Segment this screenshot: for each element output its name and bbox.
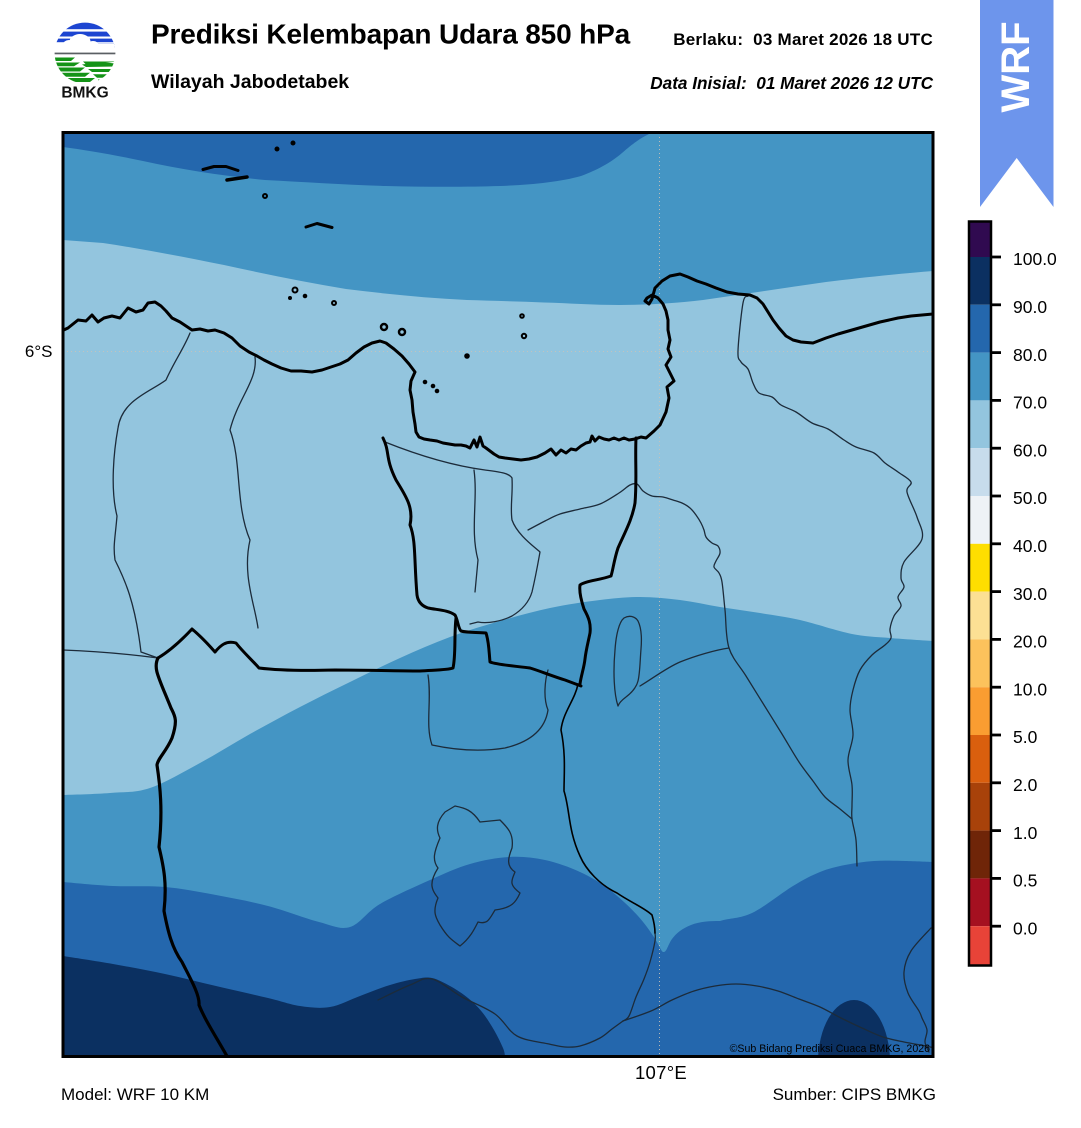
svg-text:1.0: 1.0 [1013, 823, 1038, 843]
svg-text:Wilayah Jabodetabek: Wilayah Jabodetabek [151, 71, 349, 93]
svg-text:40.0: 40.0 [1013, 536, 1047, 556]
svg-text:©Sub Bidang Prediksi Cuaca BMK: ©Sub Bidang Prediksi Cuaca BMKG, 2026 [730, 1043, 930, 1055]
svg-text:Berlaku: 03 Maret 2026 18 UTC: Berlaku: 03 Maret 2026 18 UTC [673, 30, 933, 49]
svg-text:0.0: 0.0 [1013, 918, 1038, 938]
svg-text:100.0: 100.0 [1013, 249, 1057, 269]
svg-text:50.0: 50.0 [1013, 488, 1047, 508]
svg-text:Sumber: CIPS BMKG: Sumber: CIPS BMKG [773, 1085, 936, 1104]
svg-text:80.0: 80.0 [1013, 345, 1047, 365]
svg-text:6°S: 6°S [25, 342, 53, 361]
svg-text:90.0: 90.0 [1013, 297, 1047, 317]
svg-text:Data Inisial: 01 Maret 2026 1: Data Inisial: 01 Maret 2026 12 UTC [650, 73, 933, 93]
svg-text:0.5: 0.5 [1013, 871, 1037, 891]
svg-text:30.0: 30.0 [1013, 584, 1047, 604]
svg-text:10.0: 10.0 [1013, 679, 1047, 699]
svg-text:BMKG: BMKG [61, 85, 108, 102]
svg-text:2.0: 2.0 [1013, 775, 1038, 795]
svg-text:Model: WRF 10 KM: Model: WRF 10 KM [61, 1085, 209, 1104]
svg-text:70.0: 70.0 [1013, 393, 1047, 413]
svg-text:5.0: 5.0 [1013, 727, 1038, 747]
svg-text:Prediksi Kelembapan Udara 850: Prediksi Kelembapan Udara 850 hPa [151, 19, 631, 50]
svg-text:60.0: 60.0 [1013, 440, 1047, 460]
svg-text:107°E: 107°E [635, 1062, 687, 1083]
svg-text:20.0: 20.0 [1013, 632, 1047, 652]
svg-text:WRF: WRF [994, 21, 1038, 112]
